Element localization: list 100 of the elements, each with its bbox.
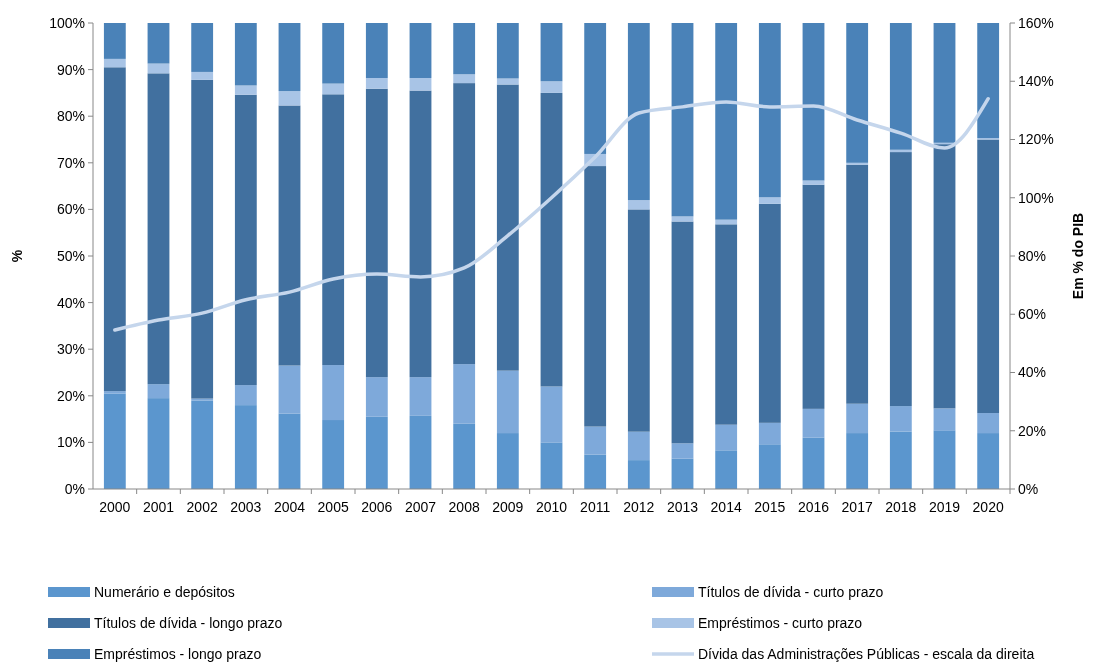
- bar: [802, 437, 825, 489]
- bar: [933, 430, 956, 489]
- bar: [933, 408, 956, 431]
- x-tick-label: 2015: [754, 499, 786, 515]
- bar: [540, 442, 563, 489]
- bar: [278, 91, 301, 106]
- bar: [234, 385, 257, 406]
- bar: [453, 74, 476, 84]
- legend-label: Dívida das Administrações Públicas - escala da direita: [698, 645, 1035, 662]
- x-tick-label: 2002: [186, 499, 218, 515]
- bar: [758, 422, 781, 445]
- legend-label: Numerário e depósitos: [94, 583, 235, 600]
- bar: [103, 393, 126, 489]
- bar: [584, 426, 607, 455]
- bar: [933, 144, 956, 409]
- bar: [758, 203, 781, 423]
- bar: [322, 83, 345, 95]
- bar: [365, 77, 388, 89]
- bar: [453, 83, 476, 365]
- bar: [453, 423, 476, 489]
- x-tick-label: 2001: [142, 499, 175, 515]
- x-tick-label: 2011: [580, 499, 611, 515]
- x-tick-label: 2016: [797, 499, 830, 515]
- bar: [846, 164, 869, 404]
- bar: [322, 420, 345, 489]
- bar: [191, 400, 214, 489]
- legend-label: Títulos de dívida - curto prazo: [698, 583, 884, 600]
- bar: [933, 23, 956, 143]
- bar: [889, 431, 912, 489]
- bar: [278, 413, 301, 489]
- bar: [889, 23, 912, 150]
- bar: [147, 398, 170, 489]
- bar: [278, 105, 301, 366]
- bar: [191, 71, 214, 80]
- bar: [584, 23, 607, 154]
- bar: [715, 224, 738, 425]
- legend-label: Empréstimos - curto prazo: [698, 614, 863, 631]
- bar: [627, 23, 650, 201]
- y-tick-label: 70%: [56, 154, 85, 171]
- x-tick-label: 2010: [535, 499, 568, 515]
- bar: [540, 386, 563, 443]
- bar: [322, 94, 345, 366]
- bar: [365, 23, 388, 78]
- bar: [103, 67, 126, 392]
- bar: [977, 139, 1000, 414]
- bar: [671, 216, 694, 222]
- bar: [234, 405, 257, 489]
- bar: [409, 90, 432, 378]
- bar: [584, 166, 607, 427]
- bar: [846, 23, 869, 163]
- y-tick-label: 30%: [56, 341, 85, 358]
- y-tick-label: 10%: [56, 434, 85, 451]
- bar: [496, 370, 519, 434]
- y2-tick-label: 80%: [1018, 247, 1047, 264]
- bar: [671, 221, 694, 444]
- bar: [409, 77, 432, 91]
- bar: [977, 23, 1000, 139]
- bar: [147, 73, 170, 385]
- x-tick-label: 2017: [841, 499, 873, 515]
- x-tick-label: 2009: [492, 499, 524, 515]
- y2-tick-label: 120%: [1018, 131, 1054, 148]
- bar: [627, 460, 650, 489]
- bar: [758, 23, 781, 198]
- bar: [278, 365, 301, 414]
- bar: [540, 23, 563, 82]
- bar: [889, 152, 912, 407]
- x-tick-label: 2013: [666, 499, 699, 515]
- x-tick-label: 2014: [710, 499, 742, 515]
- bar: [191, 79, 214, 399]
- y-tick-label: 90%: [56, 61, 85, 78]
- bar: [627, 209, 650, 432]
- x-tick-label: 2006: [361, 499, 393, 515]
- bar: [540, 81, 563, 93]
- bar: [365, 88, 388, 378]
- y-tick-label: 40%: [56, 294, 85, 311]
- y-tick-label: 20%: [56, 387, 85, 404]
- bar: [147, 23, 170, 64]
- bar: [584, 454, 607, 489]
- bar: [365, 416, 388, 489]
- bar: [802, 408, 825, 438]
- bar: [671, 23, 694, 217]
- y-tick-label: 50%: [56, 247, 85, 264]
- bar: [977, 413, 1000, 434]
- x-tick-label: 2020: [972, 499, 1004, 515]
- bar: [496, 84, 519, 371]
- y-tick-label: 0%: [64, 480, 85, 497]
- bar: [496, 23, 519, 79]
- bar: [234, 94, 257, 386]
- bar: [802, 184, 825, 409]
- bar: [409, 415, 432, 489]
- bar: [147, 384, 170, 399]
- y2-axis-title: Em % do PIB: [1070, 212, 1086, 300]
- y-tick-label: 60%: [56, 201, 85, 218]
- bar: [409, 23, 432, 78]
- x-tick-label: 2003: [230, 499, 262, 515]
- bar: [365, 377, 388, 417]
- y2-tick-label: 160%: [1018, 14, 1054, 31]
- bar: [627, 200, 650, 210]
- bar: [802, 180, 825, 185]
- bar: [758, 197, 781, 204]
